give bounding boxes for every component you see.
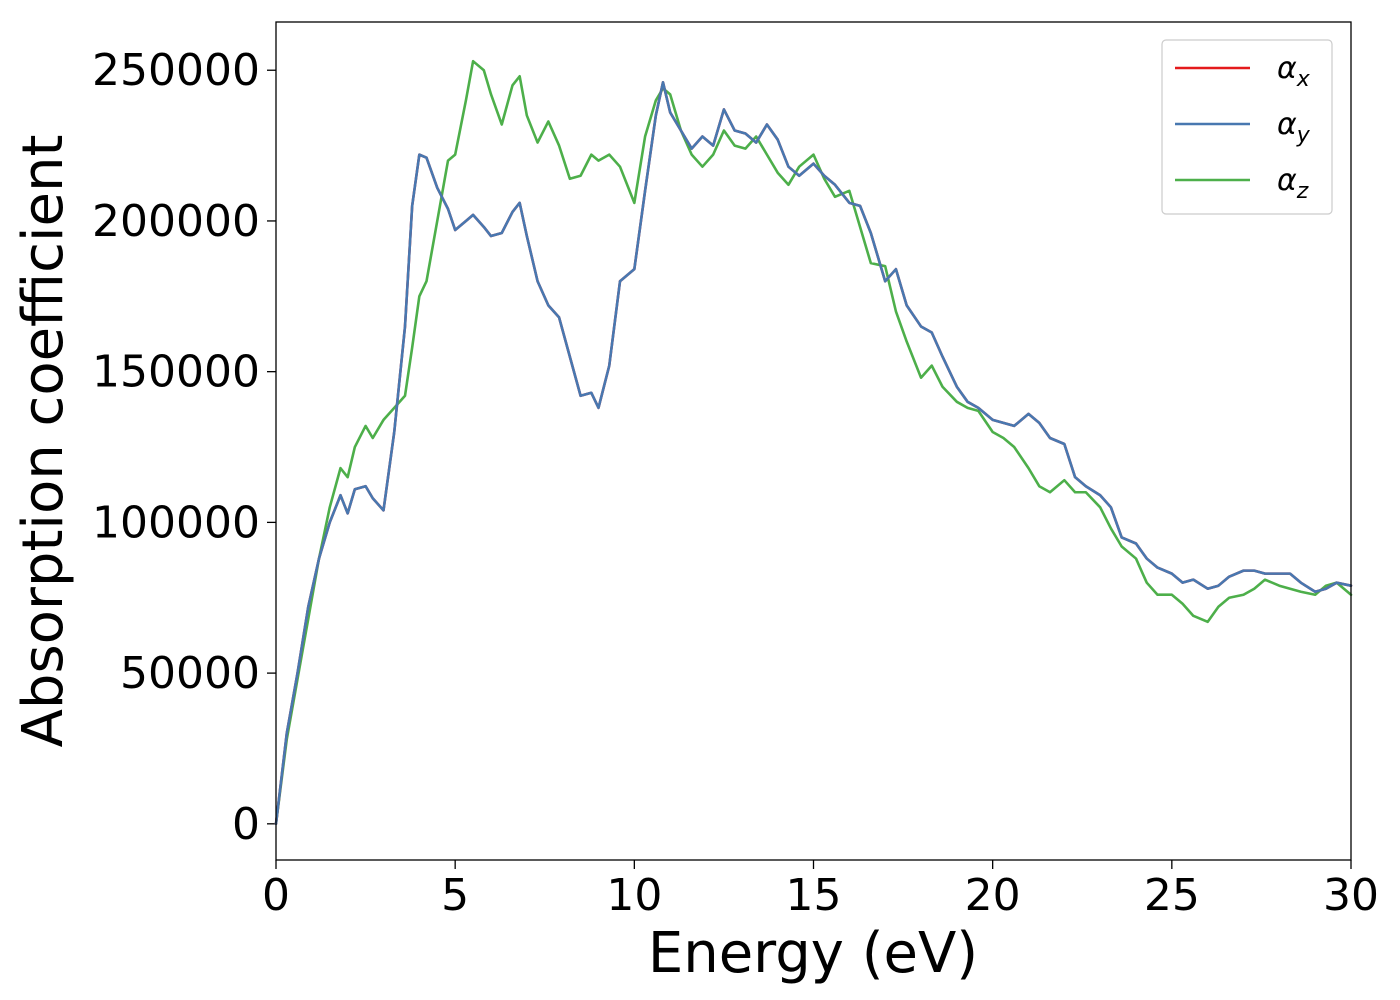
x-tick-label: 20 (965, 870, 1021, 921)
x-tick-label: 25 (1144, 870, 1200, 921)
x-axis-label: Energy (eV) (648, 921, 978, 986)
y-tick-label: 50000 (120, 648, 260, 699)
x-tick-label: 15 (786, 870, 842, 921)
legend-symbol: α (1277, 163, 1297, 198)
x-tick-label: 0 (262, 870, 290, 921)
legend-subscript: y (1296, 123, 1311, 148)
y-tick-label: 250000 (92, 45, 260, 96)
y-tick-label: 100000 (92, 497, 260, 548)
x-tick-label: 5 (441, 870, 469, 921)
legend-subscript: z (1296, 179, 1309, 204)
y-tick-label: 200000 (92, 196, 260, 247)
y-tick-label: 0 (232, 799, 260, 850)
series-layer (274, 59, 1353, 826)
y-tick-label: 150000 (92, 347, 260, 398)
legend-symbol: α (1277, 107, 1297, 142)
x-tick-label: 30 (1323, 870, 1379, 921)
legend-label-y: αy (1277, 107, 1311, 148)
y-axis-label: Absorption coefficient (11, 135, 76, 748)
plot-frame (275, 21, 1352, 861)
x-tick-label: 10 (606, 870, 662, 921)
legend-symbol: α (1277, 51, 1297, 86)
x-axis-ticks: 0 5 10 15 20 25 30 (262, 860, 1379, 921)
y-axis-ticks: 0 50000 100000 150000 200000 250000 (92, 45, 276, 850)
legend-subscript: x (1296, 67, 1311, 92)
legend-label-x: αx (1277, 51, 1311, 92)
series-line-z (274, 59, 1353, 826)
series-line-y (274, 80, 1353, 826)
legend-box (1161, 39, 1333, 215)
legend-label-z: αz (1277, 163, 1309, 204)
